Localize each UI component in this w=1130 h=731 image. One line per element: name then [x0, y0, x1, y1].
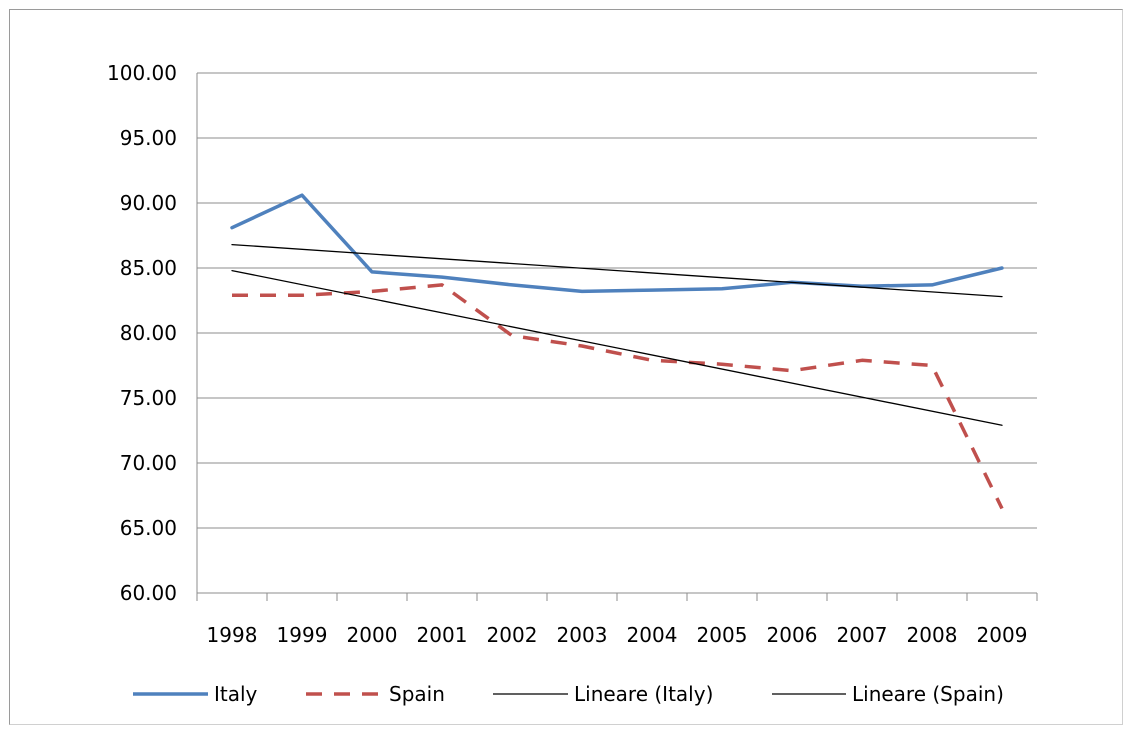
y-tick-label: 90.00 — [120, 191, 177, 215]
y-tick-label: 85.00 — [120, 256, 177, 280]
legend-label: Italy — [214, 682, 258, 706]
y-tick-label: 70.00 — [120, 451, 177, 475]
x-tick-label: 2007 — [837, 623, 888, 647]
y-tick-label: 60.00 — [120, 581, 177, 605]
x-tick-label: 2008 — [907, 623, 958, 647]
y-tick-label: 75.00 — [120, 386, 177, 410]
x-tick-label: 2006 — [767, 623, 818, 647]
chart-frame — [9, 9, 1123, 725]
x-tick-label: 2000 — [347, 623, 398, 647]
x-tick-label: 2004 — [627, 623, 678, 647]
x-tick-label: 2002 — [487, 623, 538, 647]
legend-label: Spain — [389, 682, 445, 706]
x-tick-label: 2005 — [697, 623, 748, 647]
y-tick-label: 80.00 — [120, 321, 177, 345]
x-tick-label: 2001 — [417, 623, 468, 647]
y-tick-label: 95.00 — [120, 126, 177, 150]
legend-label: Lineare (Italy) — [574, 682, 713, 706]
x-tick-label: 2003 — [557, 623, 608, 647]
legend-label: Lineare (Spain) — [852, 682, 1004, 706]
y-tick-label: 100.00 — [107, 61, 177, 85]
x-tick-label: 1999 — [277, 623, 328, 647]
series-line-lineare-spain — [231, 269, 1003, 426]
y-tick-label: 65.00 — [120, 516, 177, 540]
x-tick-label: 1998 — [207, 623, 258, 647]
x-tick-label: 2009 — [977, 623, 1028, 647]
series-line-lineare-italy — [231, 243, 1003, 298]
series-line-italy — [230, 193, 1004, 294]
series-line-spain — [232, 283, 1004, 510]
